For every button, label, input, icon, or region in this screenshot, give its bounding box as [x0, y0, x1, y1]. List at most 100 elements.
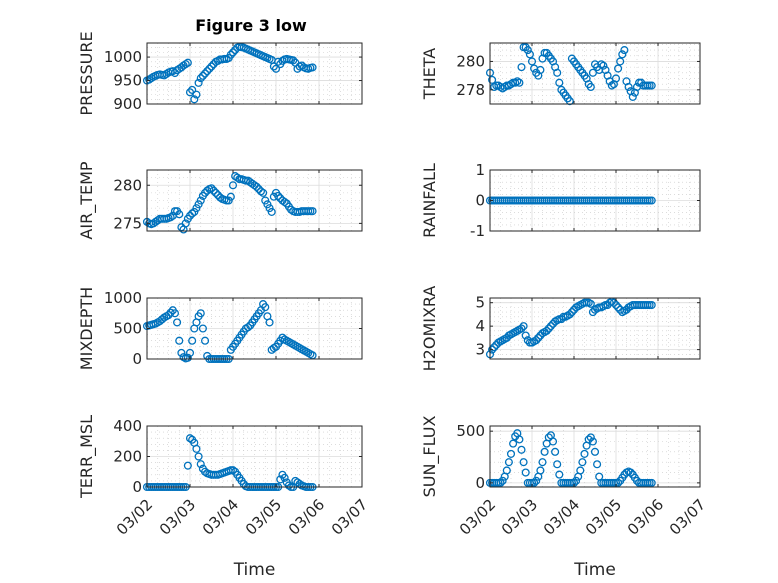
x-tick-label: 03/05: [242, 495, 285, 538]
data-point: [532, 476, 541, 485]
data-point: [515, 435, 524, 444]
data-point: [201, 467, 210, 476]
data-point: [565, 97, 574, 106]
y-tick-label: 4: [475, 317, 485, 335]
data-point: [607, 81, 616, 90]
data-point: [536, 65, 545, 75]
data-point: [599, 61, 608, 70]
data-point: [196, 196, 205, 205]
data-point: [170, 309, 180, 318]
data-point: [519, 458, 528, 467]
data-point: [175, 210, 184, 219]
axes-box: [489, 42, 701, 105]
data-point: [196, 460, 205, 469]
data-point: [183, 58, 192, 67]
data-point: [647, 196, 656, 205]
data-point: [207, 62, 216, 71]
x-tick-label: 03/02: [456, 495, 499, 538]
y-axis-label: MIXDEPTH: [77, 287, 96, 370]
plot-area: [147, 43, 362, 104]
data-point: [534, 333, 543, 342]
y-tick-label: 500: [113, 320, 142, 338]
data-point: [614, 303, 623, 312]
data-point: [194, 452, 203, 461]
data-point: [626, 468, 635, 477]
data-point: [616, 57, 625, 66]
x-tick-label: 03/02: [113, 495, 156, 538]
data-point: [198, 324, 207, 333]
data-point: [557, 315, 566, 324]
data-point: [544, 433, 553, 442]
data-point: [647, 478, 656, 487]
data-point: [588, 68, 597, 77]
data-point: [624, 82, 633, 92]
data-point: [584, 435, 593, 444]
data-point: [578, 458, 587, 467]
x-tick-label: 03/05: [582, 495, 625, 538]
data-point: [509, 439, 518, 448]
data-point: [609, 298, 618, 307]
data-point: [166, 213, 175, 222]
y-axis-label: H2OMIXRA: [420, 286, 439, 372]
data-point: [500, 82, 509, 92]
y-tick-label: 3: [475, 341, 485, 359]
data-point: [611, 300, 621, 310]
axes-box: [146, 42, 363, 105]
data-point: [567, 308, 576, 317]
y-tick-label: 280: [456, 52, 485, 70]
data-point: [586, 299, 595, 308]
x-axis-label: Time: [233, 560, 276, 580]
data-point: [496, 478, 505, 487]
y-axis-label: AIR_TEMP: [77, 161, 97, 239]
x-axis-label: Time: [573, 560, 616, 580]
data-point: [201, 69, 210, 78]
axes-5: 0 500 1000 MIXDEPTH: [77, 287, 363, 370]
data-point: [226, 50, 235, 59]
y-axis-label: THETA: [420, 48, 439, 100]
data-point: [580, 449, 589, 458]
data-point: [228, 181, 238, 190]
data-point: [488, 345, 497, 354]
y-tick-label: 1000: [104, 48, 142, 66]
data-point: [527, 57, 537, 66]
data-point: [647, 81, 656, 90]
axes-2: 278 280 THETA: [420, 42, 701, 106]
data-point: [201, 336, 210, 345]
y-tick-label: 278: [456, 81, 485, 99]
plot-area: [490, 43, 700, 104]
data-point: [188, 85, 197, 94]
data-point: [586, 433, 595, 442]
data-point: [276, 475, 285, 484]
data-point: [211, 188, 220, 197]
data-point: [576, 466, 585, 475]
data-point: [540, 447, 549, 456]
data-point: [555, 78, 564, 87]
data-point: [207, 184, 216, 193]
y-tick-label: 0: [475, 192, 485, 210]
data-point: [548, 437, 558, 446]
data-point: [490, 343, 499, 352]
y-tick-label: 900: [113, 95, 142, 113]
data-point: [185, 434, 195, 443]
y-tick-label: 5: [475, 294, 485, 312]
data-point: [593, 460, 602, 469]
axes-4: -1 0 1 RAINFALL: [420, 161, 701, 240]
data-point: [216, 193, 225, 202]
y-tick-label: 1000: [104, 289, 142, 307]
x-tick-label: 03/07: [666, 495, 709, 538]
x-tick-label: 03/03: [156, 495, 199, 538]
data-point: [244, 323, 253, 332]
y-tick-label: 275: [113, 214, 142, 232]
data-point: [256, 187, 266, 196]
data-point: [280, 473, 289, 482]
x-tick-label: 03/03: [498, 495, 541, 538]
data-point: [183, 353, 192, 362]
axes-box: [489, 297, 701, 360]
data-point: [265, 318, 274, 327]
x-tick-label: 03/04: [199, 495, 242, 538]
data-point: [555, 470, 564, 479]
data-point: [551, 447, 560, 456]
y-tick-label: 500: [456, 422, 485, 440]
